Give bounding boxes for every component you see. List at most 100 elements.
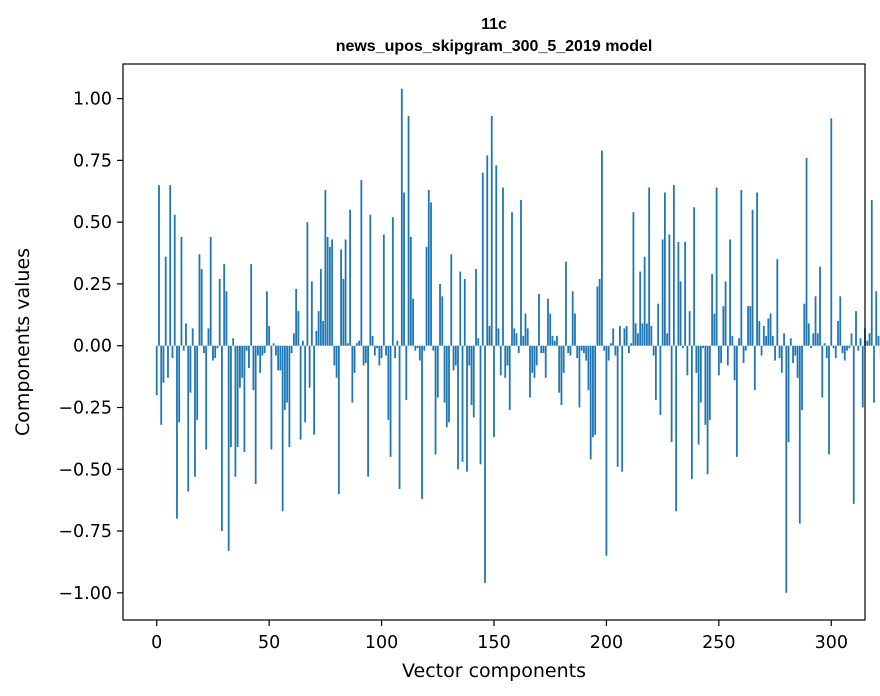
bar [310, 281, 313, 346]
bar [659, 345, 662, 415]
bar [830, 118, 833, 346]
bar [508, 345, 511, 410]
bar [506, 345, 509, 366]
bar [436, 345, 439, 398]
bar [672, 185, 675, 346]
bar [409, 236, 412, 346]
bar [398, 345, 401, 490]
bar [414, 345, 417, 351]
bar [589, 345, 592, 460]
x-tick-label: 250 [702, 633, 735, 653]
bar [164, 256, 167, 346]
bar [565, 261, 567, 346]
bar [553, 340, 556, 346]
y-axis-ticks: −1.00 −0.75 −0.50 −0.25 0.00 0.25 0.50 0.75 1.00 [58, 90, 123, 604]
bar [670, 345, 673, 443]
bar [481, 172, 484, 346]
bar [427, 190, 430, 346]
bar [623, 328, 626, 346]
bar [547, 298, 549, 346]
bar [724, 281, 727, 346]
bar [335, 345, 338, 378]
y-tick-label: −0.75 [58, 522, 112, 542]
bar [529, 345, 531, 398]
bar [423, 345, 426, 351]
bar [621, 345, 624, 472]
bar [367, 345, 369, 477]
bar [187, 345, 190, 492]
bar [697, 345, 700, 445]
bar [371, 335, 374, 346]
bar [634, 323, 637, 346]
bar [679, 281, 682, 346]
bar [259, 345, 262, 373]
bar [328, 246, 331, 346]
bar [850, 333, 853, 346]
bar [515, 333, 518, 346]
bar [497, 328, 500, 346]
bar [364, 345, 367, 364]
bar [619, 325, 621, 346]
bar [362, 345, 365, 366]
bar [430, 202, 432, 346]
bar [272, 343, 275, 346]
bar [443, 345, 446, 403]
bar [571, 291, 574, 346]
bar [778, 345, 781, 359]
bar [861, 345, 864, 408]
bar [313, 345, 316, 435]
bar [652, 345, 655, 356]
bar [758, 321, 761, 346]
bar [279, 345, 282, 371]
bar [439, 283, 441, 346]
bar [580, 345, 583, 351]
bar [841, 345, 844, 354]
bar [742, 345, 745, 364]
bar [596, 286, 599, 346]
x-tick-label: 50 [258, 633, 280, 653]
bar [762, 325, 765, 346]
bar [870, 199, 873, 346]
bar [765, 335, 767, 346]
bar [205, 345, 208, 450]
bar [783, 333, 785, 346]
bar [592, 345, 594, 438]
bar [643, 256, 646, 346]
bar [472, 345, 475, 418]
bar [502, 187, 504, 346]
bar [801, 345, 803, 410]
bar [540, 345, 543, 354]
bar [560, 345, 563, 406]
bar [218, 278, 221, 346]
bar [796, 345, 799, 378]
bar [331, 239, 334, 346]
bar [511, 212, 513, 346]
bar [857, 345, 860, 351]
bar [603, 345, 606, 351]
bar [275, 345, 277, 356]
bar [324, 190, 327, 346]
bar [639, 271, 642, 346]
bar [632, 212, 635, 346]
bar [834, 345, 837, 359]
bar [162, 345, 165, 383]
bar [789, 338, 792, 346]
bar [407, 115, 410, 346]
bar [738, 338, 740, 346]
bar [360, 180, 363, 346]
bar [412, 298, 414, 346]
bar [780, 345, 783, 373]
bar [306, 222, 309, 346]
bar [767, 318, 770, 346]
bar [668, 234, 671, 346]
y-tick-label: 0.25 [73, 275, 112, 295]
bar [866, 340, 869, 346]
bar [843, 345, 846, 361]
bar [774, 345, 776, 361]
bar [466, 345, 468, 472]
bar [225, 291, 228, 346]
bar [326, 236, 329, 346]
bar [526, 328, 529, 346]
bar [454, 345, 457, 366]
bar [702, 345, 705, 349]
